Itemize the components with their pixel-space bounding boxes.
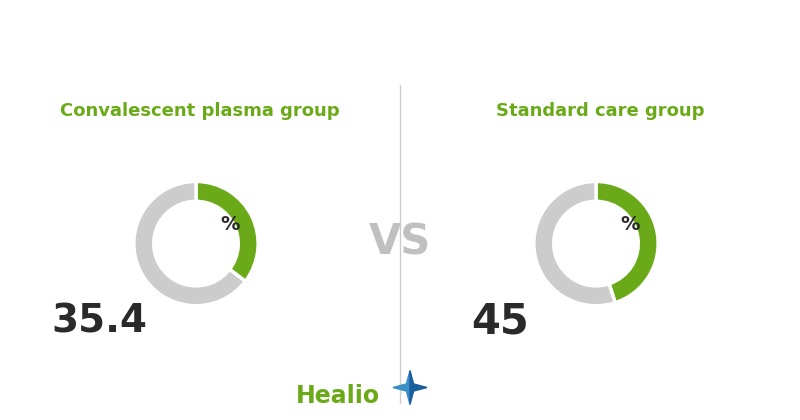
Text: Standard care group: Standard care group bbox=[496, 102, 704, 121]
Text: 28-day mortality among patients with COVID-19-induced ARDS:: 28-day mortality among patients with COV… bbox=[20, 30, 766, 50]
Polygon shape bbox=[393, 370, 410, 404]
Text: Healio: Healio bbox=[296, 384, 380, 408]
Polygon shape bbox=[410, 370, 427, 404]
Text: %: % bbox=[621, 215, 640, 234]
Wedge shape bbox=[596, 181, 658, 303]
Text: Convalescent plasma group: Convalescent plasma group bbox=[60, 102, 340, 121]
Text: 35.4: 35.4 bbox=[52, 302, 148, 340]
Wedge shape bbox=[196, 181, 258, 281]
Text: 45: 45 bbox=[470, 300, 529, 342]
Wedge shape bbox=[534, 181, 615, 306]
Text: %: % bbox=[221, 215, 240, 234]
Text: VS: VS bbox=[369, 221, 431, 263]
Wedge shape bbox=[134, 181, 246, 306]
